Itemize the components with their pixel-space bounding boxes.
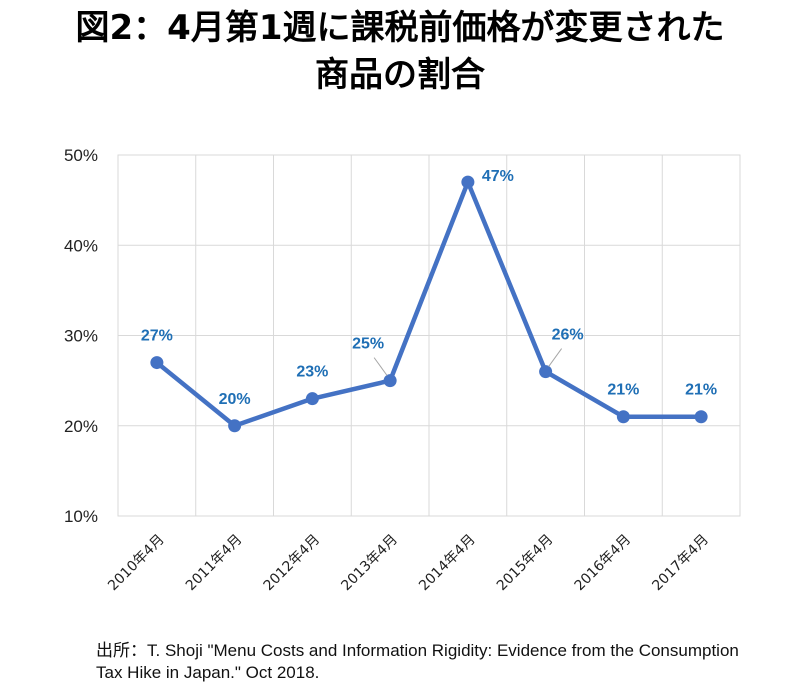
data-label: 26% [552, 327, 584, 344]
data-label-leader-line [548, 348, 563, 367]
data-point [539, 365, 553, 379]
data-point [694, 410, 708, 424]
y-tick-label: 50% [64, 146, 98, 165]
data-point [461, 175, 475, 189]
source-note-line-1: 出所：T. Shoji "Menu Costs and Information … [96, 641, 739, 660]
chart-title-line-2: 商品の割合 [315, 55, 485, 95]
data-point [150, 356, 164, 370]
x-tick-label: 2017年4月 [649, 532, 712, 595]
data-point [305, 392, 319, 406]
y-tick-label: 40% [64, 236, 98, 255]
data-label: 21% [685, 382, 717, 399]
x-tick-label: 2015年4月 [494, 532, 557, 595]
x-tick-label: 2012年4月 [261, 532, 324, 595]
data-label: 25% [352, 336, 384, 353]
x-tick-label: 2011年4月 [183, 532, 246, 595]
data-label: 21% [607, 382, 639, 399]
data-point [383, 374, 397, 388]
x-tick-label: 2010年4月 [105, 532, 168, 595]
data-label: 20% [219, 391, 251, 408]
series-line [154, 179, 704, 428]
y-tick-label: 20% [64, 417, 98, 436]
data-label-leader-line [373, 357, 388, 376]
y-tick-label: 30% [64, 327, 98, 346]
source-note: 出所：T. Shoji "Menu Costs and Information … [96, 640, 786, 684]
data-label: 47% [482, 168, 514, 185]
source-note-line-2: Tax Hike in Japan." Oct 2018. [96, 663, 320, 682]
x-tick-label: 2016年4月 [572, 532, 635, 595]
x-tick-label: 2014年4月 [416, 532, 479, 595]
y-tick-label: 10% [64, 507, 98, 526]
data-label: 23% [296, 364, 328, 381]
data-point [228, 419, 242, 433]
data-point [616, 410, 630, 424]
chart-title-line-1: 図2：4月第1週に課税前価格が変更された [75, 8, 725, 48]
x-tick-label: 2013年4月 [338, 532, 401, 595]
data-label: 27% [141, 328, 173, 345]
